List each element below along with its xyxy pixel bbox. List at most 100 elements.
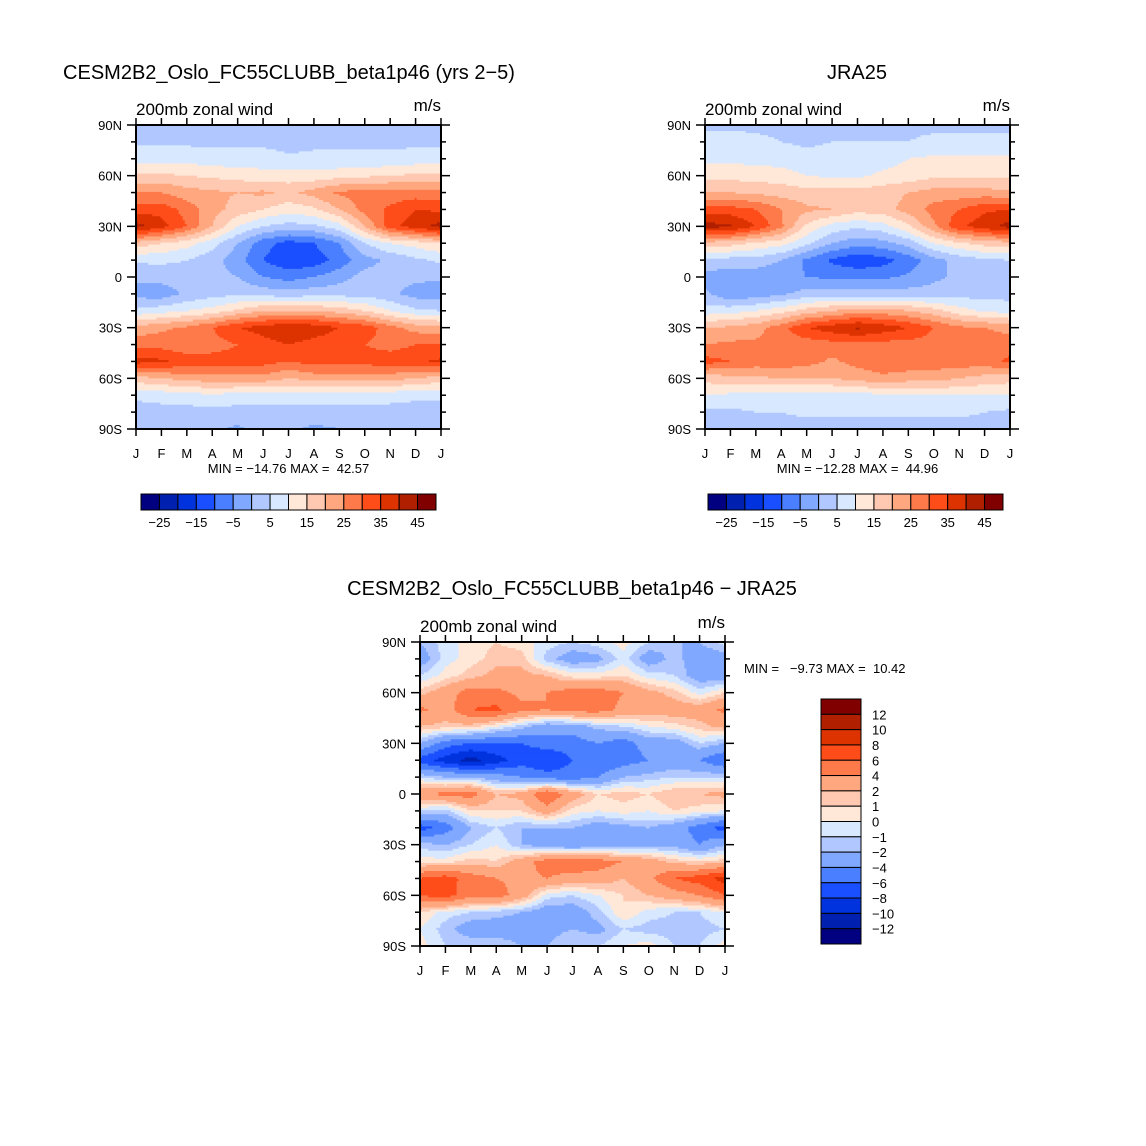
contour-cell xyxy=(420,939,427,943)
contour-cell xyxy=(692,852,708,856)
contour-cell xyxy=(711,293,787,296)
contour-cell xyxy=(420,694,457,698)
contour-cell xyxy=(527,714,575,718)
contour-cell xyxy=(136,254,200,258)
contour-cell xyxy=(339,208,359,211)
contour-cell xyxy=(213,248,234,252)
contour-cell xyxy=(136,372,171,375)
contour-cell xyxy=(544,721,565,724)
contour-cell xyxy=(375,321,403,325)
contour-cell xyxy=(420,810,451,813)
contour-cell xyxy=(627,666,640,669)
contour-cell xyxy=(914,337,1011,341)
contour-cell xyxy=(521,832,691,835)
colorbar-label: 45 xyxy=(977,515,991,530)
contour-cell xyxy=(566,753,643,756)
contour-cell xyxy=(182,197,230,201)
contour-cell xyxy=(812,230,840,233)
contour-cell xyxy=(404,287,442,290)
contour-cell xyxy=(136,347,163,351)
contour-cell xyxy=(556,787,569,791)
contour-cell xyxy=(533,862,616,866)
contour-cell xyxy=(369,345,409,349)
contour-cell xyxy=(955,212,986,215)
contour-cell xyxy=(136,206,171,209)
contour-cell xyxy=(402,222,438,225)
contour-cell xyxy=(424,937,443,941)
contour-cell xyxy=(705,195,779,199)
contour-cell xyxy=(420,931,423,935)
contour-cell xyxy=(666,658,683,661)
contour-cell xyxy=(217,236,234,239)
contour-cell xyxy=(562,751,643,754)
contour-cell xyxy=(428,848,453,852)
contour-cell xyxy=(136,400,143,404)
contour-cell xyxy=(442,775,521,779)
contour-cell xyxy=(768,246,799,250)
contour-cell xyxy=(499,761,571,764)
contour-cell xyxy=(705,268,718,272)
contour-cell xyxy=(596,666,618,669)
contour-cell xyxy=(533,895,543,898)
contour-cell xyxy=(916,218,934,221)
contour-cell xyxy=(637,913,671,916)
contour-cell xyxy=(462,903,508,906)
contour-cell xyxy=(420,937,425,941)
contour-cell xyxy=(420,824,423,827)
contour-cell xyxy=(438,660,455,663)
contour-cell xyxy=(440,923,462,927)
contour-cell xyxy=(420,871,425,874)
colorbar-label: −2 xyxy=(872,845,887,860)
contour-cell xyxy=(400,311,442,314)
contour-cell xyxy=(705,272,806,276)
contour-cell xyxy=(661,883,701,886)
contour-cell xyxy=(782,220,797,223)
contour-cell xyxy=(946,262,1011,266)
contour-cell xyxy=(136,311,167,314)
contour-cell xyxy=(462,836,482,839)
contour-cell xyxy=(753,410,989,414)
contour-cell xyxy=(531,672,557,675)
contour-cell xyxy=(517,719,541,722)
contour-cell xyxy=(873,254,911,258)
contour-cell xyxy=(694,893,724,896)
contour-cell xyxy=(645,794,651,797)
colorbar-box xyxy=(820,912,862,930)
contour-cell xyxy=(450,739,588,742)
contour-cell xyxy=(351,214,367,217)
contour-cell xyxy=(355,246,377,250)
contour-cell xyxy=(598,654,614,657)
contour-cell xyxy=(170,193,234,197)
contour-cell xyxy=(706,935,726,939)
contour-cell xyxy=(596,919,612,923)
contour-cell xyxy=(420,806,429,809)
contour-cell xyxy=(412,212,442,215)
contour-cell xyxy=(176,236,200,239)
contour-cell xyxy=(229,230,247,233)
contour-cell xyxy=(629,676,647,679)
contour-cell xyxy=(829,305,913,308)
contour-cell xyxy=(705,398,1011,402)
contour-cell xyxy=(144,224,169,227)
contour-cell xyxy=(564,903,575,906)
contour-cell xyxy=(942,309,976,312)
contour-cell xyxy=(487,864,502,868)
contour-cell xyxy=(633,798,657,801)
contour-cell xyxy=(588,911,604,914)
contour-cell xyxy=(136,236,145,239)
contour-cell xyxy=(705,297,724,300)
contour-cell xyxy=(896,250,919,254)
contour-cell xyxy=(523,743,636,746)
contour-cell xyxy=(696,686,706,690)
contour-cell xyxy=(440,925,457,929)
contour-cell xyxy=(513,899,527,902)
contour-cell xyxy=(613,668,630,671)
contour-cell xyxy=(136,197,184,201)
contour-cell xyxy=(136,189,220,193)
contour-cell xyxy=(316,244,342,247)
contour-cell xyxy=(562,883,630,886)
contour-cell xyxy=(582,907,600,910)
contour-field xyxy=(136,125,442,430)
contour-cell xyxy=(483,848,506,852)
y-tick-label: 30N xyxy=(382,736,406,751)
